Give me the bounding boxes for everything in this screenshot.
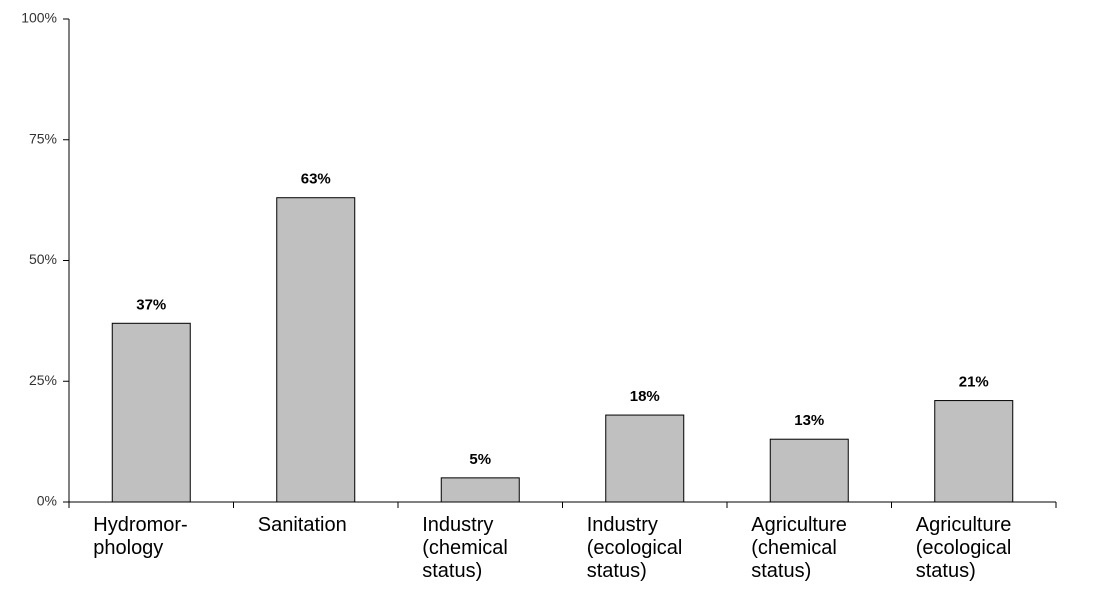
y-tick-label: 100%	[21, 10, 57, 26]
x-tick-label: Agriculture (ecological status)	[915, 514, 1012, 582]
y-tick-label: 0%	[37, 493, 57, 509]
x-tick-label: Hydromor- phology	[93, 514, 188, 559]
bar	[769, 438, 849, 503]
x-tick-label: Industry (chemical status)	[422, 514, 508, 582]
x-tick-label: Agriculture (chemical status)	[751, 514, 847, 582]
value-label: 37%	[136, 296, 166, 313]
bar	[440, 477, 520, 503]
value-label: 21%	[959, 374, 989, 391]
value-label: 63%	[301, 171, 331, 188]
y-tick-label: 75%	[29, 130, 57, 146]
value-label: 13%	[794, 412, 824, 429]
value-label: 18%	[630, 388, 660, 405]
x-tick-label: Industry (ecological status)	[586, 514, 683, 582]
bar	[934, 400, 1014, 503]
x-tick-label: Sanitation	[257, 514, 347, 536]
bar	[605, 414, 685, 503]
y-tick-label: 25%	[29, 372, 57, 388]
y-tick-label: 50%	[29, 251, 57, 267]
bar	[111, 322, 191, 503]
bar	[276, 197, 356, 503]
value-label: 5%	[469, 451, 491, 468]
